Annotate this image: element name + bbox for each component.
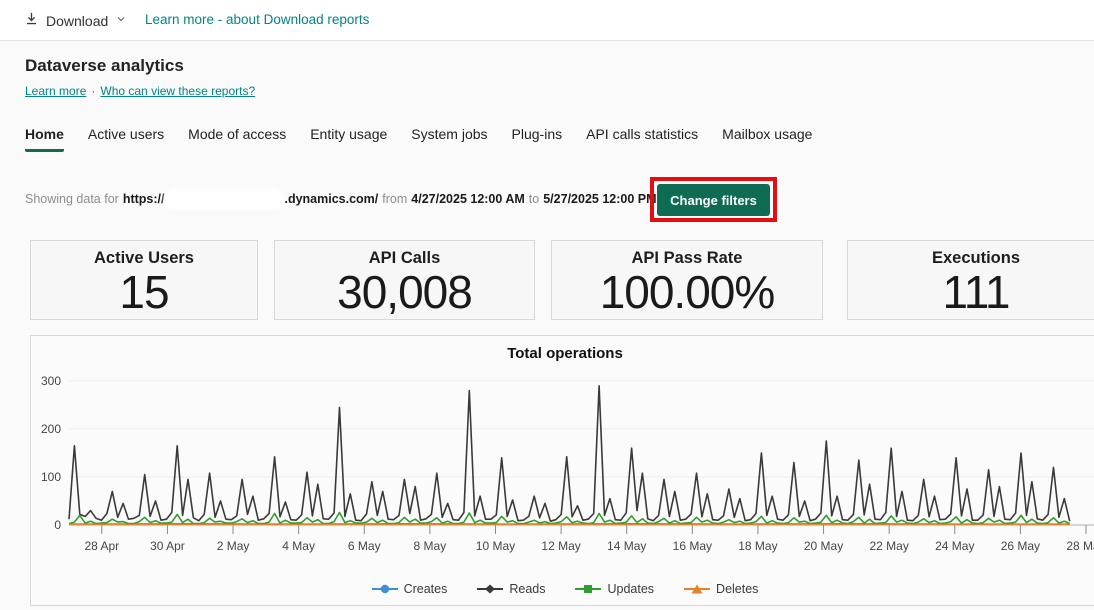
header-links: Learn more · Who can view these reports?	[25, 84, 255, 98]
download-button[interactable]: Download	[18, 6, 133, 36]
legend-item-reads[interactable]: Reads	[477, 582, 545, 596]
legend-triangle-icon	[684, 584, 711, 594]
tab-mode-of-access[interactable]: Mode of access	[188, 126, 287, 142]
legend-diamond-icon	[477, 584, 504, 594]
legend-circle-icon	[371, 584, 398, 594]
legend-label: Creates	[403, 582, 448, 596]
page-title: Dataverse analytics	[25, 56, 184, 75]
chevron-down-icon	[115, 12, 127, 30]
stat-card-value: 15	[119, 266, 169, 318]
x-tick-label-18-may: 18 May	[738, 539, 777, 553]
stat-card-value: 100.00%	[599, 266, 776, 318]
tab-home[interactable]: Home	[25, 126, 64, 152]
chart-legend: Creates Reads Updates Deletes	[31, 582, 1094, 596]
who-can-view-link[interactable]: Who can view these reports?	[100, 84, 256, 98]
x-tick-label-28-may: 28 May	[1066, 539, 1094, 553]
x-tick-label-2-may: 2 May	[217, 539, 250, 553]
stat-card-api-pass-rate: API Pass Rate 100.00%	[551, 240, 823, 320]
legend-square-icon	[575, 585, 602, 593]
legend-item-deletes[interactable]: Deletes	[684, 582, 758, 596]
learn-more-download-reports-link[interactable]: Learn more - about Download reports	[145, 12, 370, 27]
x-tick-label-28-apr: 28 Apr	[84, 539, 119, 553]
stat-card-active-users: Active Users 15	[30, 240, 258, 320]
stat-card-value: 30,008	[337, 266, 473, 318]
y-tick-label-300: 300	[41, 374, 61, 388]
chart-title: Total operations	[507, 345, 623, 362]
chart-plot-area: 0 100 200 300 28 Apr 30 Apr 2 May 4 May 6 May 8 M…	[41, 374, 1094, 553]
x-tick-label-8-may: 8 May	[414, 539, 447, 553]
tab-mailbox-usage[interactable]: Mailbox usage	[722, 126, 813, 142]
legend-item-updates[interactable]: Updates	[575, 582, 654, 596]
stat-card-title: Executions	[931, 249, 1021, 267]
x-tick-label-10-may: 10 May	[476, 539, 515, 553]
stat-card-value: 111	[942, 266, 1011, 318]
stat-card-title: API Pass Rate	[631, 249, 743, 267]
env-url-end: .dynamics.com/	[284, 192, 379, 206]
stat-card-title: API Calls	[368, 249, 441, 267]
stat-cards-row: Active Users 15 API Calls 30,008 API Pass Ra…	[30, 240, 1094, 320]
red-highlight-annotation	[650, 177, 777, 222]
stat-card-api-calls: API Calls 30,008	[274, 240, 535, 320]
link-separator: ·	[91, 84, 96, 98]
x-tick-label-6-may: 6 May	[348, 539, 381, 553]
legend-label: Deletes	[716, 582, 759, 596]
filter-summary: Showing data for https:// .dynamics.com/…	[25, 192, 657, 206]
legend-label: Updates	[607, 582, 655, 596]
x-tick-label-20-may: 20 May	[804, 539, 843, 553]
tab-plug-ins[interactable]: Plug-ins	[511, 126, 563, 142]
filter-start-datetime: 4/27/2025 12:00 AM	[411, 192, 525, 206]
learn-more-link[interactable]: Learn more	[25, 84, 87, 98]
y-tick-label-0: 0	[54, 518, 61, 532]
total-operations-chart: Total operations 0 100 200 300 28 Apr 30 Apr 2…	[30, 335, 1094, 606]
redacted-org-name	[168, 192, 281, 206]
y-tick-label-100: 100	[41, 470, 61, 484]
x-tick-label-30-apr: 30 Apr	[150, 539, 185, 553]
legend-label: Reads	[509, 582, 546, 596]
tab-entity-usage[interactable]: Entity usage	[310, 126, 388, 142]
x-tick-label-24-may: 24 May	[935, 539, 974, 553]
x-tick-label-14-may: 14 May	[607, 539, 646, 553]
y-tick-label-200: 200	[41, 422, 61, 436]
download-label: Download	[46, 13, 109, 29]
x-tick-label-16-may: 16 May	[673, 539, 712, 553]
x-tick-label-26-may: 26 May	[1001, 539, 1040, 553]
env-url-start: https://	[122, 192, 165, 206]
filter-prefix: Showing data for	[25, 192, 119, 206]
stat-card-executions: Executions 111	[847, 240, 1094, 320]
series-line-reads	[68, 384, 1071, 522]
filter-end-datetime: 5/27/2025 12:00 PM	[543, 192, 657, 206]
x-tick-label-22-may: 22 May	[869, 539, 908, 553]
x-tick-label-12-may: 12 May	[541, 539, 580, 553]
tab-active-users[interactable]: Active users	[87, 126, 165, 142]
tab-system-jobs[interactable]: System jobs	[411, 126, 488, 142]
to-word: to	[528, 192, 540, 206]
legend-item-creates[interactable]: Creates	[371, 582, 448, 596]
series-line-updates	[68, 511, 1071, 525]
top-toolbar: Download Learn more - about Download rep…	[0, 0, 1094, 41]
tab-bar: Home Active users Mode of access Entity usa…	[25, 126, 812, 152]
tab-api-calls-statistics[interactable]: API calls statistics	[586, 126, 699, 142]
stat-card-title: Active Users	[94, 249, 194, 267]
from-word: from	[382, 192, 408, 206]
x-tick-label-4-may: 4 May	[282, 539, 315, 553]
download-icon	[24, 11, 39, 31]
change-filters-button[interactable]: Change filters	[657, 184, 770, 216]
